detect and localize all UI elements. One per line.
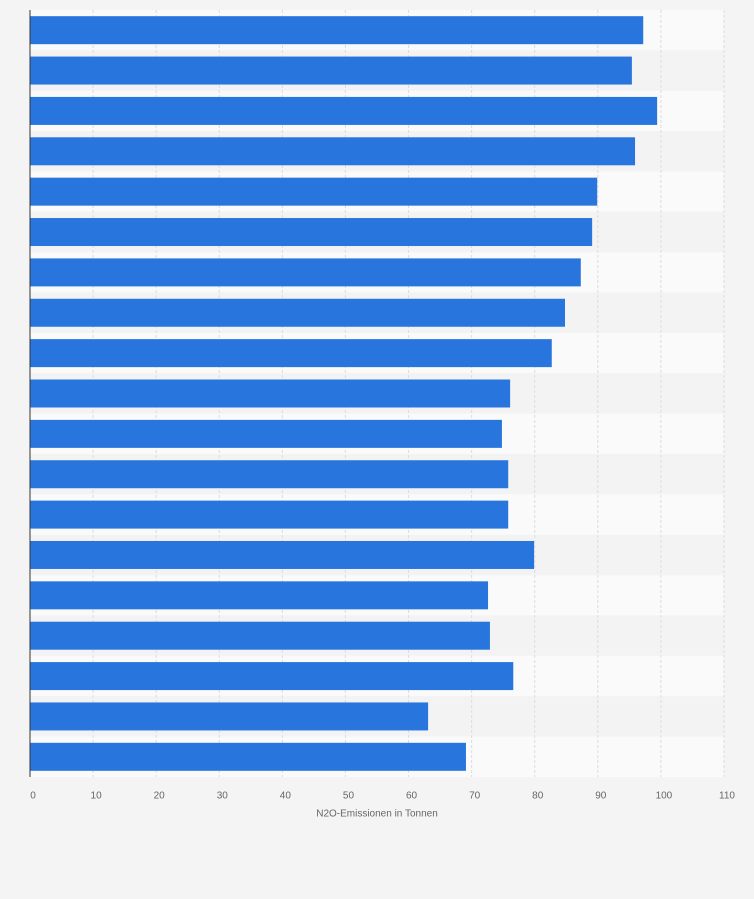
bar bbox=[30, 298, 566, 327]
x-tick-label: 30 bbox=[217, 791, 229, 802]
x-tick-label: 50 bbox=[343, 791, 355, 802]
bar bbox=[30, 460, 509, 489]
bar bbox=[30, 56, 632, 85]
bar bbox=[30, 258, 581, 287]
bar bbox=[30, 379, 511, 408]
bar bbox=[30, 742, 466, 771]
x-tick-label: 90 bbox=[595, 791, 607, 802]
bar bbox=[30, 500, 509, 529]
bar bbox=[30, 540, 535, 569]
bar bbox=[30, 339, 552, 368]
bar bbox=[30, 419, 502, 448]
bar bbox=[30, 96, 658, 125]
bar bbox=[30, 581, 489, 610]
bar bbox=[30, 16, 644, 45]
x-tick-label: 20 bbox=[154, 791, 166, 802]
bar bbox=[30, 218, 593, 247]
x-tick-label: 70 bbox=[469, 791, 481, 802]
bar bbox=[30, 662, 514, 691]
x-tick-label: 0 bbox=[30, 791, 36, 802]
bar bbox=[30, 702, 429, 731]
x-tick-label: 60 bbox=[406, 791, 418, 802]
x-tick-label: 80 bbox=[532, 791, 544, 802]
x-tick-label: 110 bbox=[719, 791, 735, 802]
x-tick-label: 10 bbox=[91, 791, 103, 802]
bar bbox=[30, 177, 598, 206]
bar bbox=[30, 137, 636, 166]
x-tick-label: 100 bbox=[656, 791, 673, 802]
x-axis-label: N2O-Emissionen in Tonnen bbox=[316, 809, 438, 820]
bar bbox=[30, 621, 490, 650]
x-tick-label: 40 bbox=[280, 791, 292, 802]
